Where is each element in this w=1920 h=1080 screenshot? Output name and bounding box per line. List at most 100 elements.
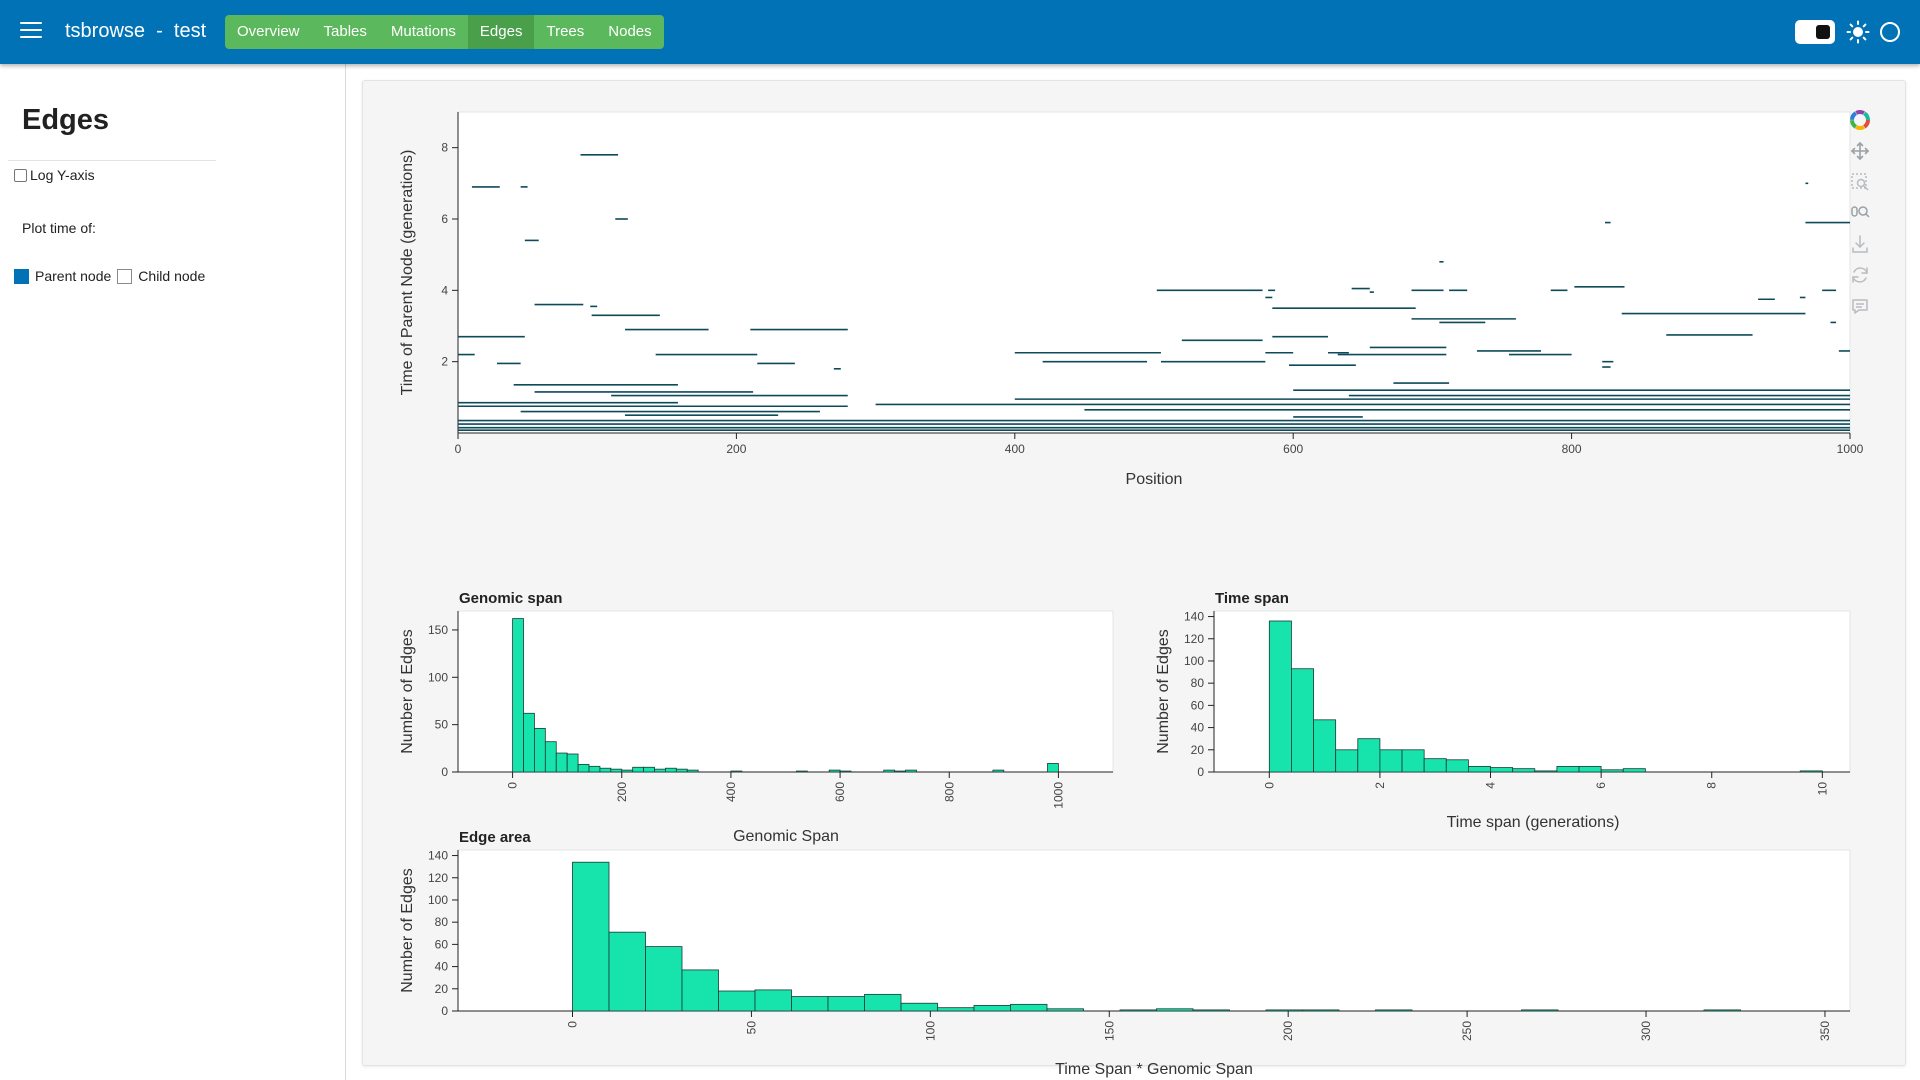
histogram-bar (608, 931, 646, 1012)
histogram-bar (675, 768, 688, 773)
x-tick-label: 8 (1705, 782, 1719, 789)
wheel-zoom-icon[interactable] (1848, 201, 1872, 225)
x-axis-label: Position (1126, 471, 1183, 488)
child-node-label: Child node (138, 268, 206, 284)
save-icon[interactable] (1848, 232, 1872, 256)
histogram-bar (905, 769, 917, 773)
histogram-bar (937, 1007, 975, 1012)
histogram-bar (883, 769, 896, 773)
menu-icon[interactable] (20, 22, 42, 40)
hover-icon[interactable] (1848, 294, 1872, 318)
page-title: Edges (22, 104, 110, 136)
tab-edges[interactable]: Edges (467, 15, 535, 49)
box-zoom-icon[interactable] (1848, 170, 1872, 194)
bokeh-logo-icon[interactable] (1848, 108, 1872, 132)
y-tick-label: 40 (435, 960, 449, 974)
app-title: tsbrowse - test (65, 20, 207, 42)
x-tick-label: 1000 (1837, 442, 1864, 456)
tab-mutations[interactable]: Mutations (390, 23, 456, 40)
histogram-bar (828, 769, 841, 773)
histogram-bar (632, 766, 644, 773)
tab-tables[interactable]: Tables (323, 23, 367, 40)
y-tick-label: 20 (435, 982, 449, 996)
theme-toggle[interactable] (1795, 20, 1835, 44)
tab-trees[interactable]: Trees (546, 23, 585, 40)
plot-area (457, 610, 1114, 773)
histogram-bar (544, 741, 557, 773)
x-tick-label: 2 (1373, 782, 1387, 789)
tab-overview[interactable]: Overview (237, 23, 300, 40)
x-tick-label: 400 (724, 782, 738, 802)
histogram-bar (1799, 770, 1823, 773)
child-node-option[interactable]: Child node (117, 268, 205, 284)
contrast-icon[interactable] (1880, 22, 1900, 42)
y-tick-label: 6 (441, 212, 448, 226)
child-node-checkbox[interactable] (117, 268, 133, 284)
histogram-bar (730, 770, 743, 773)
histogram-bar (523, 712, 535, 773)
histogram-bar (1445, 759, 1469, 773)
x-tick-label: 4 (1484, 782, 1498, 789)
y-axis-label: Number of Edges (399, 629, 416, 754)
x-tick-label: 50 (744, 1021, 758, 1035)
x-tick-label: 1000 (1051, 782, 1065, 809)
y-tick-label: 60 (435, 937, 449, 951)
y-tick-label: 140 (428, 849, 448, 863)
x-tick-label: 10 (1815, 782, 1829, 796)
parent-node-label: Parent node (35, 268, 112, 284)
plot-time-label: Plot time of: (22, 220, 96, 236)
divider (8, 160, 216, 161)
pan-icon[interactable] (1848, 139, 1872, 163)
sun-icon[interactable] (1846, 20, 1870, 44)
parent-node-checkbox[interactable] (14, 268, 29, 284)
tab-nodes[interactable]: Nodes (608, 23, 652, 40)
x-tick-label: 200 (726, 442, 746, 456)
x-tick-label: 300 (1639, 1021, 1653, 1041)
histogram-bar (894, 770, 906, 773)
plot-area (457, 111, 1851, 434)
chart-2: 0 200 400 600 800 1000 0 50 100 150 Genomic span Ge… (399, 590, 1114, 845)
y-tick-label: 80 (435, 915, 449, 929)
x-tick-label: 800 (942, 782, 956, 802)
parent-node-option[interactable]: Parent node (14, 268, 111, 284)
histogram-bar (1265, 1009, 1303, 1012)
histogram-bar (1600, 769, 1624, 773)
y-tick-label: 4 (441, 283, 448, 297)
histogram-bar (754, 989, 792, 1012)
histogram-bar (1335, 749, 1359, 773)
x-tick-label: 600 (1283, 442, 1303, 456)
histogram-bar (1468, 766, 1491, 773)
histogram-bar (645, 946, 683, 1012)
x-tick-label: 0 (1262, 782, 1276, 789)
chart-title: Time span (1215, 590, 1289, 607)
histogram-bar (610, 768, 623, 773)
checkbox-box[interactable] (14, 168, 27, 182)
node-toggle-group: Parent node Child node (14, 268, 211, 284)
histogram-bar (1291, 668, 1314, 773)
log-y-axis-checkbox[interactable]: Log Y-axis (14, 167, 95, 183)
y-tick-label: 0 (441, 765, 448, 779)
histogram-bar (1534, 770, 1558, 773)
histogram-bar (572, 861, 610, 1012)
histogram-bar (1268, 620, 1292, 773)
histogram-bar (1703, 1009, 1741, 1012)
x-axis-label: Time Span * Genomic Span (1055, 1061, 1253, 1078)
histogram-bar (796, 770, 808, 773)
histogram-bar (643, 766, 655, 773)
x-tick-label: 200 (615, 782, 629, 802)
x-tick-label: 600 (833, 782, 847, 802)
histogram-bar (1521, 1009, 1559, 1012)
histogram-bar (1379, 749, 1403, 773)
nav-tabs: Overview Tables Mutations Edges Trees No… (225, 15, 664, 49)
y-tick-label: 0 (1197, 765, 1204, 779)
histogram-bar (1046, 1008, 1084, 1012)
y-tick-label: 120 (428, 871, 448, 885)
histogram-bar (1010, 1003, 1048, 1012)
y-tick-label: 0 (441, 1004, 448, 1018)
reset-icon[interactable] (1848, 263, 1872, 287)
y-tick-label: 60 (1191, 698, 1205, 712)
x-tick-label: 400 (1005, 442, 1025, 456)
y-axis-label: Time of Parent Node (generations) (399, 150, 416, 396)
